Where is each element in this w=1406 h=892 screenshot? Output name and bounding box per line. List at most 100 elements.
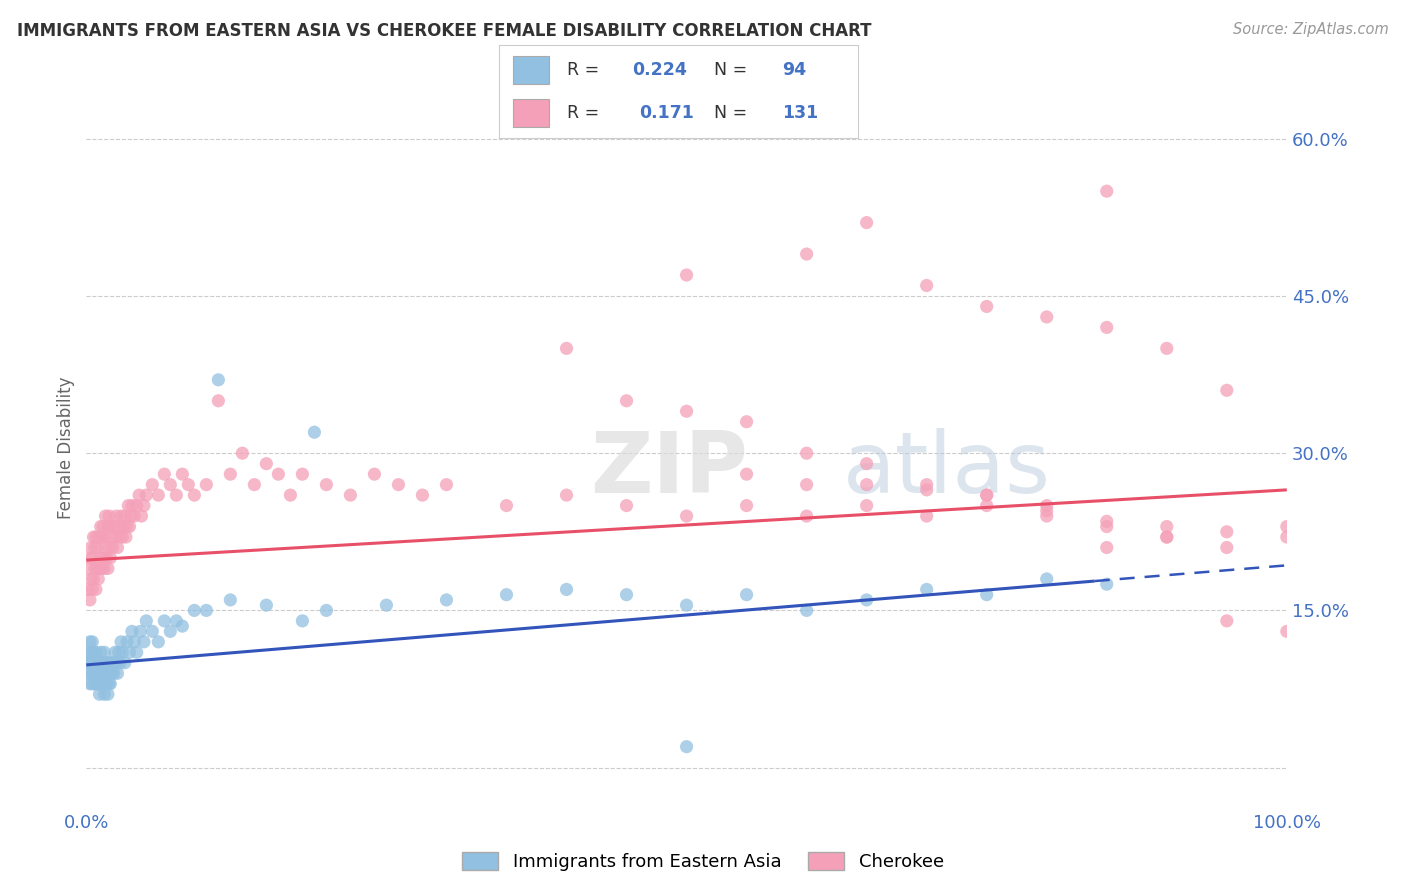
Point bbox=[207, 373, 229, 387]
Point bbox=[231, 446, 253, 460]
Point bbox=[104, 645, 127, 659]
Point bbox=[96, 551, 118, 566]
Text: Source: ZipAtlas.com: Source: ZipAtlas.com bbox=[1233, 22, 1389, 37]
Point bbox=[411, 488, 433, 502]
Point bbox=[1095, 519, 1118, 533]
Text: IMMIGRANTS FROM EASTERN ASIA VS CHEROKEE FEMALE DISABILITY CORRELATION CHART: IMMIGRANTS FROM EASTERN ASIA VS CHEROKEE… bbox=[17, 22, 872, 40]
Point bbox=[91, 677, 114, 691]
Point bbox=[93, 687, 115, 701]
Point bbox=[91, 656, 114, 670]
Point bbox=[1095, 514, 1118, 528]
Point bbox=[87, 572, 110, 586]
Point bbox=[165, 614, 187, 628]
Point bbox=[855, 457, 877, 471]
Point bbox=[436, 477, 458, 491]
Point bbox=[107, 666, 129, 681]
Point bbox=[104, 530, 127, 544]
Point bbox=[796, 446, 818, 460]
Point bbox=[79, 635, 101, 649]
Point bbox=[83, 541, 105, 555]
Point bbox=[1216, 524, 1239, 539]
Point bbox=[675, 598, 697, 612]
Point bbox=[735, 499, 758, 513]
Point bbox=[120, 509, 142, 524]
Point bbox=[219, 467, 242, 482]
Point bbox=[89, 530, 111, 544]
Point bbox=[90, 677, 112, 691]
Point bbox=[101, 541, 124, 555]
Point bbox=[82, 666, 104, 681]
Point bbox=[304, 425, 326, 440]
Point bbox=[132, 499, 155, 513]
Point bbox=[82, 656, 104, 670]
Point bbox=[195, 603, 218, 617]
Legend: Immigrants from Eastern Asia, Cherokee: Immigrants from Eastern Asia, Cherokee bbox=[454, 845, 952, 879]
Point bbox=[387, 477, 409, 491]
Point bbox=[495, 499, 517, 513]
Point bbox=[675, 509, 697, 524]
Point bbox=[98, 677, 121, 691]
Point bbox=[98, 519, 121, 533]
Point bbox=[93, 561, 115, 575]
Point bbox=[97, 687, 120, 701]
Point bbox=[375, 598, 398, 612]
Text: N =: N = bbox=[714, 61, 754, 78]
Point bbox=[115, 635, 138, 649]
Point bbox=[110, 635, 132, 649]
Point bbox=[98, 509, 121, 524]
Point bbox=[90, 677, 112, 691]
Point bbox=[82, 582, 104, 597]
Point bbox=[159, 477, 181, 491]
Point bbox=[93, 530, 115, 544]
Point bbox=[87, 530, 110, 544]
Point bbox=[183, 488, 205, 502]
Point bbox=[82, 645, 104, 659]
Point bbox=[1216, 614, 1239, 628]
Point bbox=[83, 666, 105, 681]
Point bbox=[1035, 509, 1057, 524]
Point bbox=[79, 551, 101, 566]
Point bbox=[148, 635, 170, 649]
Point bbox=[112, 519, 135, 533]
Point bbox=[82, 635, 104, 649]
Point bbox=[976, 488, 998, 502]
Point bbox=[77, 666, 100, 681]
Point bbox=[94, 677, 117, 691]
Point bbox=[79, 677, 101, 691]
Point bbox=[495, 588, 517, 602]
Point bbox=[254, 457, 277, 471]
Point bbox=[291, 467, 314, 482]
Point bbox=[148, 488, 170, 502]
Point bbox=[90, 551, 112, 566]
FancyBboxPatch shape bbox=[513, 99, 550, 127]
Point bbox=[84, 582, 107, 597]
Point bbox=[195, 477, 218, 491]
Point bbox=[80, 656, 103, 670]
Point bbox=[555, 342, 578, 356]
Point bbox=[915, 483, 938, 497]
Point bbox=[90, 519, 112, 533]
Point bbox=[363, 467, 385, 482]
Point bbox=[796, 603, 818, 617]
Point bbox=[97, 656, 120, 670]
Point bbox=[100, 530, 122, 544]
Point bbox=[915, 477, 938, 491]
Point bbox=[1156, 519, 1178, 533]
Point bbox=[153, 467, 176, 482]
Point bbox=[96, 666, 118, 681]
Point bbox=[1035, 572, 1057, 586]
Point bbox=[83, 656, 105, 670]
Point bbox=[87, 677, 110, 691]
Point bbox=[103, 666, 125, 681]
Point bbox=[97, 561, 120, 575]
Point bbox=[915, 582, 938, 597]
Point bbox=[177, 477, 200, 491]
Point bbox=[89, 561, 111, 575]
Point bbox=[107, 519, 129, 533]
Text: R =: R = bbox=[567, 104, 610, 122]
Point bbox=[79, 593, 101, 607]
Point bbox=[1156, 530, 1178, 544]
Point bbox=[86, 561, 108, 575]
Point bbox=[291, 614, 314, 628]
Point bbox=[87, 656, 110, 670]
